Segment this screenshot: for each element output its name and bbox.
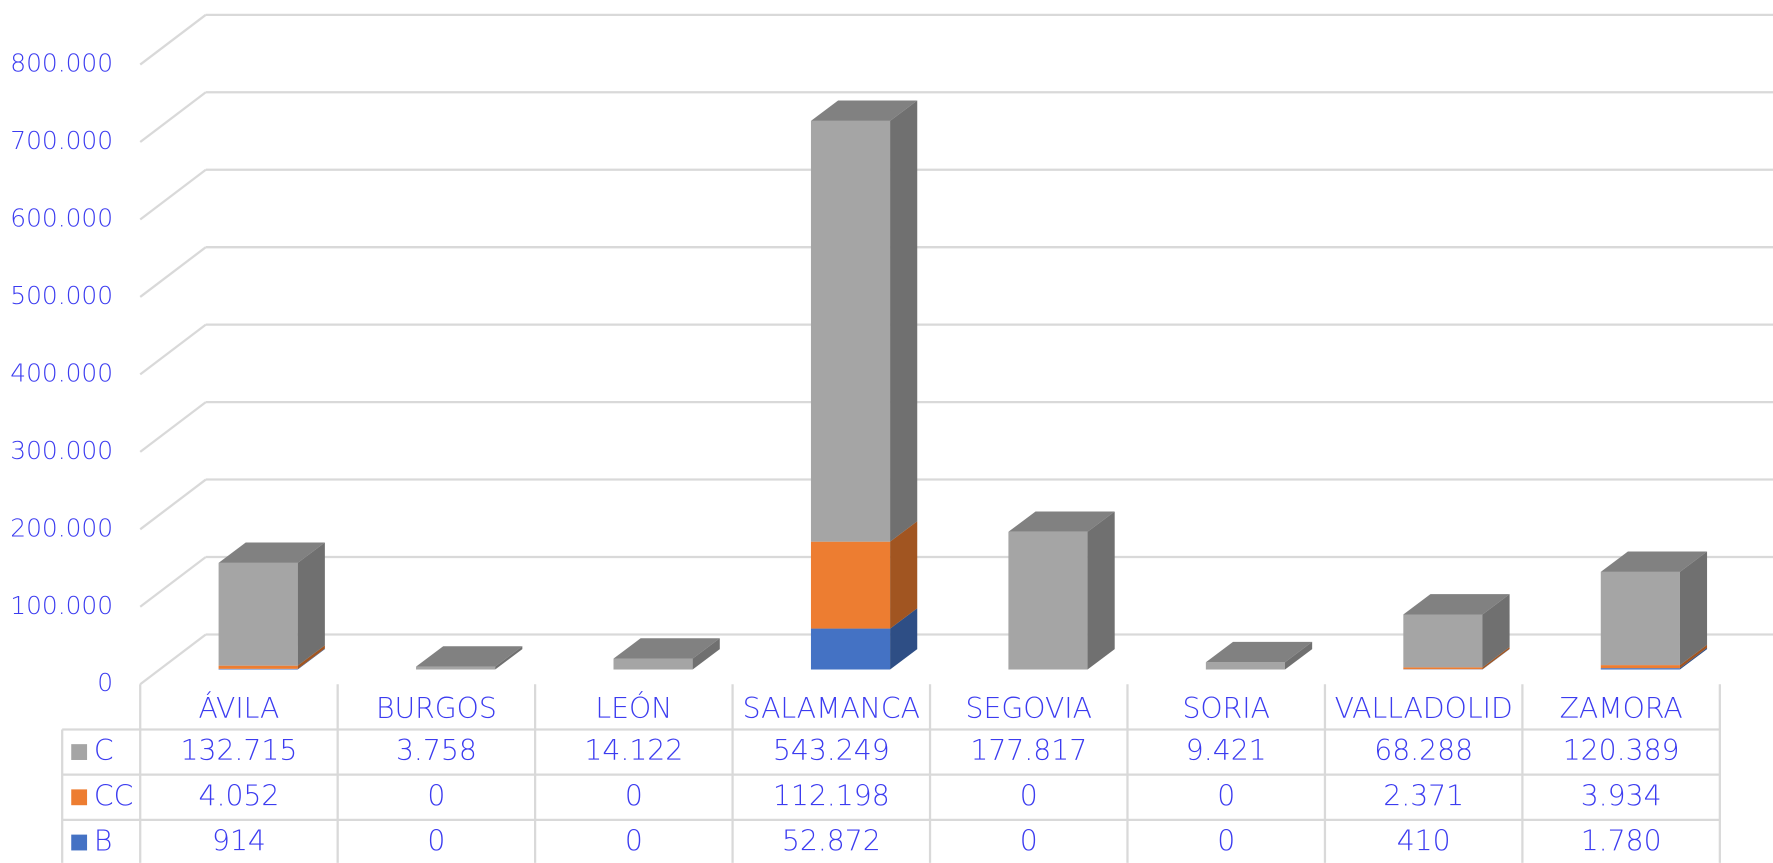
bar-side (1679, 644, 1708, 669)
table-cell: 14.122 (584, 734, 683, 767)
table-cell: 52.872 (782, 825, 881, 858)
table-cell: 2.371 (1383, 779, 1464, 812)
table-cell: 0 (625, 825, 643, 858)
x-tick-label: SORIA (1182, 692, 1269, 725)
x-tick-label: VALLADOLID (1335, 692, 1513, 725)
table-cell: 0 (1217, 825, 1235, 858)
table-cell: 0 (1020, 779, 1038, 812)
bar-side (890, 100, 918, 542)
table-cell: 112.198 (773, 779, 890, 812)
bar-side (1482, 648, 1510, 670)
table-cell: 120.389 (1563, 734, 1680, 767)
bar-top (1205, 641, 1313, 663)
table-cell: 1.780 (1581, 825, 1662, 858)
bar-segment (1008, 531, 1088, 670)
bar-side (495, 646, 523, 670)
x-tick-label: SALAMANCA (743, 692, 920, 725)
y-tick-label: 500.000 (10, 281, 113, 310)
grid-line (139, 556, 207, 608)
y-tick-label: 100.000 (10, 591, 113, 620)
table-cell: 0 (427, 825, 445, 858)
y-tick-label: 400.000 (10, 358, 113, 387)
bar-segment (218, 665, 298, 669)
table-cell: 0 (1020, 825, 1038, 858)
y-tick-label: 200.000 (10, 513, 113, 542)
bar-top (1008, 511, 1115, 532)
table-cell: 3.934 (1581, 779, 1662, 812)
bar-segment (1403, 614, 1483, 668)
bar-top (810, 100, 918, 121)
bar-side (1482, 647, 1510, 670)
bar-side (297, 648, 325, 670)
legend-swatch (71, 744, 88, 760)
table-cell: 0 (427, 779, 445, 812)
table-cell: 132.715 (181, 734, 298, 767)
y-tick-label: 300.000 (10, 436, 113, 465)
bar-segment (416, 666, 496, 670)
table-cell: 0 (625, 779, 643, 812)
legend-swatch (71, 789, 88, 806)
bar-side (1679, 647, 1708, 670)
table-cell: 0 (1217, 779, 1235, 812)
bar-top (416, 646, 523, 667)
bar-segment (1403, 667, 1483, 670)
bar-top (613, 638, 720, 659)
bar-side (297, 645, 325, 669)
x-tick-label: ZAMORA (1560, 692, 1683, 725)
table-cell: 68.288 (1374, 734, 1473, 767)
bar-top (1403, 594, 1510, 615)
table-cell: 9.421 (1186, 734, 1267, 767)
bar-side (1482, 594, 1510, 668)
table-cell: 914 (212, 825, 266, 858)
table-cell: 543.249 (773, 734, 890, 767)
bar-side (1285, 641, 1313, 670)
y-tick-label: 800.000 (10, 49, 113, 78)
grid-line (139, 246, 207, 298)
grid-line (139, 13, 207, 66)
table-cell: 177.817 (970, 734, 1087, 767)
legend-label: B (94, 825, 113, 858)
x-tick-label: LEÓN (595, 691, 672, 725)
x-tick-label: BURGOS (376, 692, 497, 725)
bar-segment (810, 120, 891, 542)
table-cell: 4.052 (199, 779, 280, 812)
table-cell: 410 (1397, 825, 1451, 858)
grid-line (139, 401, 207, 453)
bar-top (218, 542, 325, 563)
bar-segment (1600, 571, 1680, 666)
bar-side (1087, 511, 1115, 670)
bar-top (1600, 551, 1708, 572)
grid-line (139, 478, 207, 531)
legend-label: C (94, 734, 114, 767)
bar-segment (810, 628, 891, 670)
table-cell: 3.758 (396, 734, 477, 767)
grid-line (139, 633, 207, 686)
grid-line (139, 323, 207, 376)
bar-segment (1600, 665, 1680, 669)
bar-segment (1205, 662, 1286, 670)
bar-side (297, 542, 325, 666)
x-tick-label: SEGOVIA (966, 692, 1092, 725)
y-tick-label: 0 (97, 668, 113, 697)
bar-segment (218, 562, 298, 666)
bar-side (890, 521, 918, 629)
bar-segment (810, 541, 891, 629)
bar-segment (1600, 668, 1680, 670)
bar-segment (613, 658, 693, 670)
y-tick-label: 600.000 (10, 203, 113, 232)
y-tick-label: 700.000 (10, 126, 113, 155)
bar-side (692, 638, 720, 670)
grid-line (139, 91, 207, 143)
legend-swatch (71, 834, 88, 851)
bar-side (890, 608, 918, 670)
bar-segment (218, 668, 298, 670)
legend-label: CC (94, 779, 133, 812)
bar-side (1679, 551, 1708, 666)
x-tick-label: ÁVILA (198, 691, 279, 725)
grid-line (139, 168, 207, 221)
